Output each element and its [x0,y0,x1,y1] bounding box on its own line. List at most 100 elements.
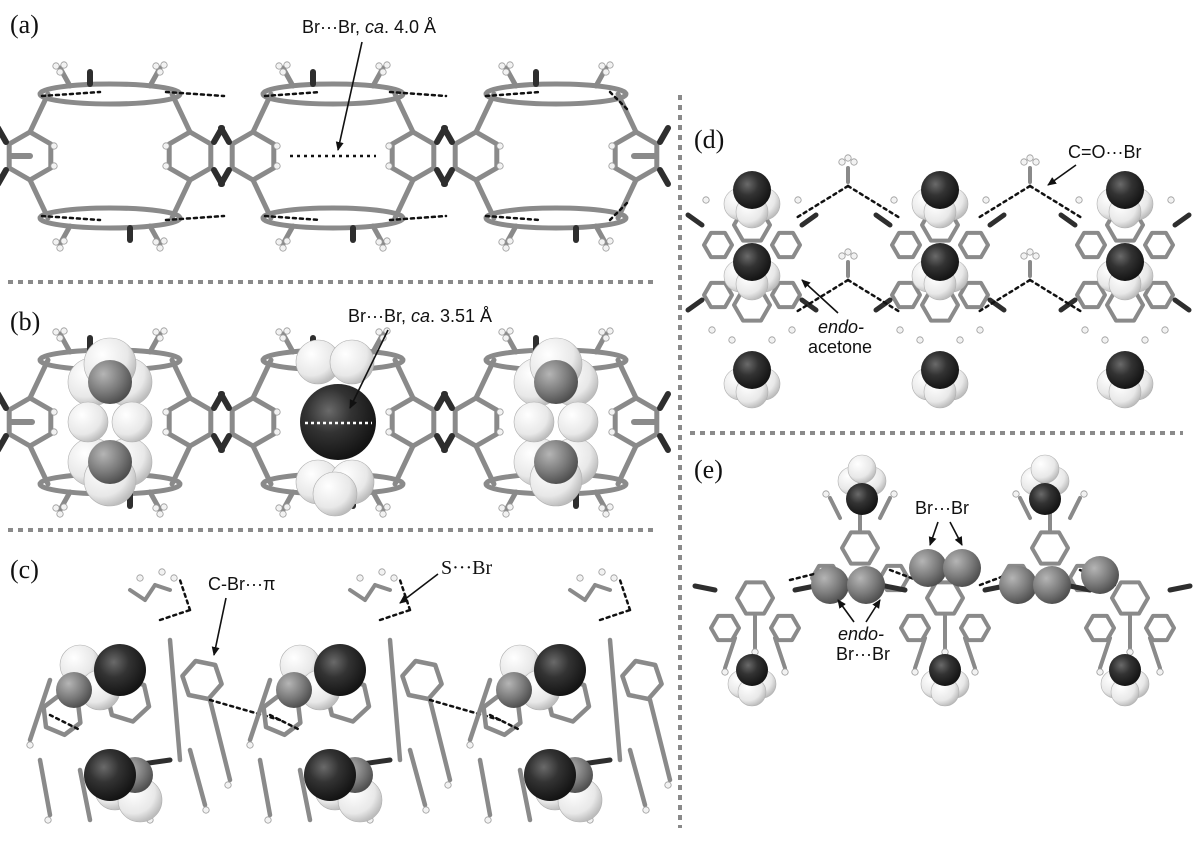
hydrogen-atom [390,574,398,582]
hydrogen-atom [598,568,606,576]
contact-line [263,214,322,222]
contact-line [1028,184,1084,220]
aromatic-ring [958,280,990,310]
contact-line [846,278,902,314]
hydrogen-atom [50,142,58,150]
aromatic-ring [1110,580,1150,616]
hydrogen-atom [850,158,858,166]
panel-a: (a) Br···Br, ca. 4.0 Å [0,10,671,252]
bond [0,391,9,411]
grey-sphere [999,566,1037,604]
hydrogen-atom [156,68,164,76]
bond [799,297,819,313]
bond [363,583,377,602]
hydrogen-atom [375,238,383,246]
hydrogen-atom [136,574,144,582]
aromatic-ring [1144,613,1176,643]
contact-line [608,200,630,222]
bond [1148,636,1162,670]
bridge-ring [37,81,183,107]
bromine-sphere [1106,351,1144,389]
bond [441,125,455,145]
aromatic-ring [1030,530,1070,566]
grey-sphere [1033,566,1071,604]
hydrogen-atom [60,503,68,511]
bond [473,357,497,401]
hydrogen-sphere [67,401,109,443]
hydrogen-atom [279,244,287,252]
panel-label-c: (c) [10,555,39,584]
hydrogen-atom [602,510,610,518]
hydrogen-atom [838,158,846,166]
hydrogen-sphere [1030,454,1060,484]
hydrogen-atom [1026,248,1034,256]
aromatic-ring [959,613,991,643]
panel-label-e: (e) [694,455,723,484]
hydrogen-atom [60,237,68,245]
aromatic-ring [400,658,444,702]
contact-line [846,184,902,220]
hydrogen-atom [664,781,672,789]
hydrogen-atom [50,162,58,170]
bond [615,177,639,221]
grey-sphere [943,549,981,587]
contact-line [48,713,82,732]
aromatic-ring [840,530,880,566]
hydrogen-atom [273,408,281,416]
bromine-sphere [1109,654,1141,686]
panel-label-a: (a) [10,10,39,39]
guest-spacefill-b [67,337,599,517]
hydrogen-atom [158,568,166,576]
hydrogen-atom [598,238,606,246]
grey-sphere [496,672,532,708]
hydrogen-sphere [513,401,555,443]
hydrogen-atom [728,336,736,344]
hydrogen-atom [56,244,64,252]
hydrogen-atom [1101,336,1109,344]
bond [473,443,497,487]
bromine-sphere [1106,171,1144,209]
hydrogen-atom [275,328,283,336]
panel-d: (d) C=O···Br endo- acetone [685,125,1192,409]
bromine-sphere [1029,483,1061,515]
hydrogen-atom [506,61,514,69]
hydrogen-atom [379,244,387,252]
arrow-a [335,41,363,151]
bond [0,125,9,145]
bond [1058,212,1078,228]
bridge-ring [37,205,183,231]
bond [250,91,274,135]
bromine-sphere [733,243,771,281]
bond [607,637,623,763]
hydrogen-atom [379,510,387,518]
contact-line [618,578,632,612]
bond [348,588,367,602]
bond [615,357,639,401]
arrow-c-right [399,573,439,604]
bond [987,297,1007,313]
hydrogen-atom [160,237,168,245]
bromine-sphere [736,654,768,686]
hydrogen-atom [606,237,614,245]
hydrogen-atom [1156,668,1164,676]
panel-label-b: (b) [10,307,40,336]
hydrogen-atom [982,196,990,204]
hydrogen-atom [422,806,430,814]
bond [77,767,93,823]
hydrogen-atom [202,806,210,814]
bridge-ring [483,205,629,231]
hydrogen-atom [606,61,614,69]
bond [615,443,639,487]
hydrogen-atom [838,252,846,260]
hydrogen-atom [498,62,506,70]
hydrogen-atom [976,326,984,334]
bromine-sphere [921,351,959,389]
hydrogen-atom [385,142,393,150]
bond [392,91,416,135]
arrow-b [349,329,389,409]
hydrogen-atom [52,238,60,246]
hydrogen-atom [1096,668,1104,676]
bond [387,637,403,763]
halogen-pi-label: C-Br···π [208,574,275,594]
bond [153,583,172,592]
